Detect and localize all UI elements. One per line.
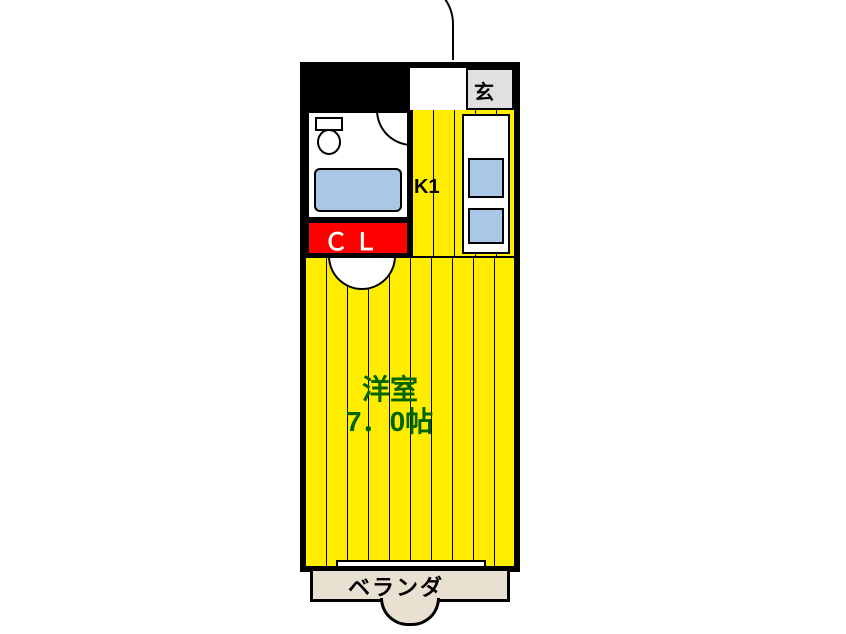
floorplan-container: 玄 K1 ＣＬ 洋室 7．0帖 ベランダ bbox=[300, 20, 546, 614]
balcony-projection bbox=[380, 598, 440, 626]
closet-label: ＣＬ bbox=[324, 222, 384, 257]
balcony-window bbox=[336, 560, 486, 568]
unit-outer-wall: 玄 K1 ＣＬ 洋室 7．0帖 bbox=[300, 62, 520, 572]
entry-door-arc bbox=[410, 0, 454, 60]
room-divider-line bbox=[306, 256, 514, 258]
bathtub bbox=[314, 168, 402, 212]
kitchen-label: K1 bbox=[414, 176, 440, 199]
structural-wall-top bbox=[306, 68, 410, 110]
kitchen-stove bbox=[468, 208, 504, 244]
kitchen-sink bbox=[468, 158, 504, 198]
toilet-icon bbox=[314, 116, 344, 156]
genkan-label: 玄 bbox=[474, 76, 494, 105]
room-label-size: 7．0帖 bbox=[346, 400, 433, 440]
